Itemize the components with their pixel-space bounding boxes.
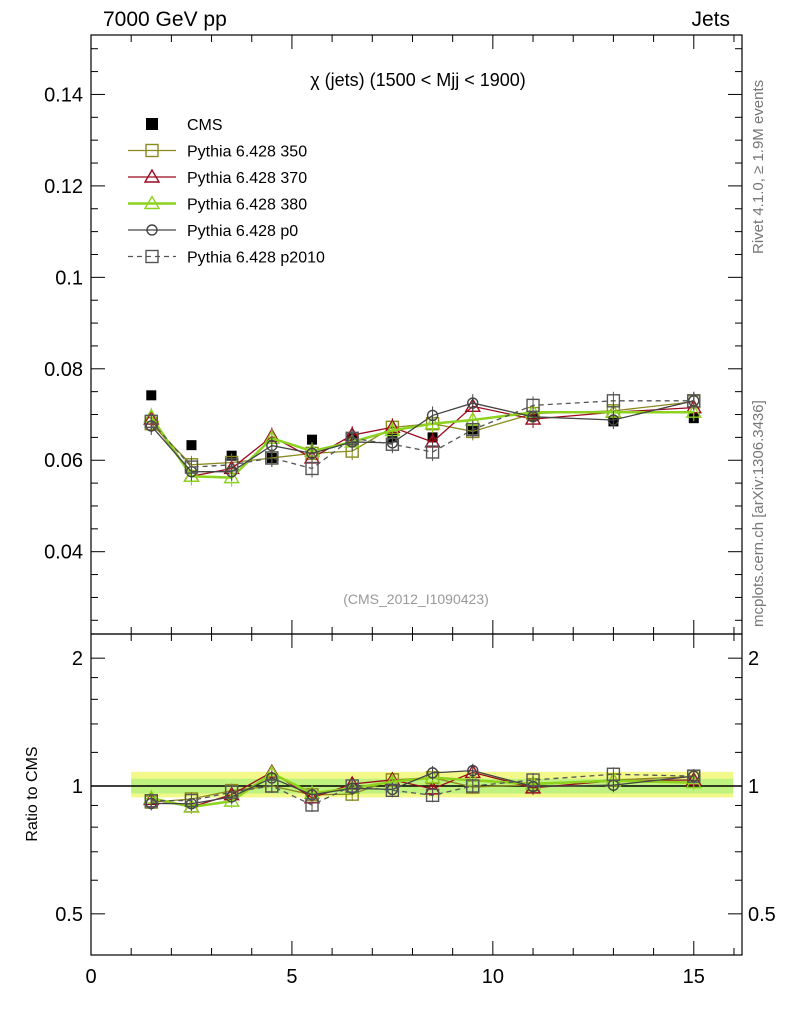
ratio-point-p2010 bbox=[345, 779, 359, 793]
process-label: Jets bbox=[691, 8, 730, 31]
series-point-p2010 bbox=[265, 451, 279, 465]
ratio-point-p2010 bbox=[265, 779, 279, 793]
ratio-point-p0 bbox=[426, 767, 439, 779]
main-ytick-label: 0.08 bbox=[44, 359, 83, 381]
ratio-ytick-label-right: 1 bbox=[748, 776, 759, 798]
energy-label: 7000 GeV pp bbox=[103, 8, 227, 31]
series-point-p0 bbox=[426, 409, 439, 422]
legend-marker-cms bbox=[146, 118, 158, 130]
series-point-p2010 bbox=[606, 394, 621, 408]
series-line-p0 bbox=[150, 400, 694, 473]
ratio-point-p2010 bbox=[466, 779, 480, 793]
ratio-point-p2010 bbox=[184, 793, 199, 808]
ratio-point-p0 bbox=[467, 764, 479, 777]
series-point-p380 bbox=[223, 469, 240, 484]
series-point-p2010 bbox=[224, 458, 239, 472]
legend-marker-p350 bbox=[145, 143, 159, 158]
series-point-p0 bbox=[607, 414, 620, 426]
series-point-p0 bbox=[467, 397, 479, 409]
series-point-p2010 bbox=[425, 445, 440, 459]
series-point-p380 bbox=[424, 415, 441, 430]
main-ytick-label: 0.1 bbox=[55, 267, 83, 289]
ratio-axis-ticks: 0.5 0.5 1 1 2 2 0 5 10 15 bbox=[55, 634, 776, 988]
legend-label-p0: Pythia 6.428 p0 bbox=[187, 223, 298, 240]
ratio-point-p2010 bbox=[606, 767, 621, 781]
ratio-frame-box bbox=[90, 633, 743, 956]
analysis-watermark: (CMS_2012_I1090423) bbox=[343, 591, 489, 607]
ratio-panel-frame bbox=[90, 633, 743, 956]
ratio-ytick-label: 2 bbox=[72, 648, 83, 670]
xtick-label: 10 bbox=[482, 966, 504, 988]
ratio-point-p2010 bbox=[385, 783, 400, 798]
cms-point bbox=[186, 440, 197, 451]
series-point-p380 bbox=[685, 403, 702, 418]
legend-label-cms: CMS bbox=[187, 117, 223, 134]
series-point-p2010 bbox=[687, 394, 701, 408]
legend-marker-p2010 bbox=[145, 249, 159, 264]
series-point-p2010 bbox=[466, 422, 480, 437]
xtick-label: 15 bbox=[683, 966, 705, 988]
xtick-label: 0 bbox=[85, 966, 96, 988]
ratio-ytick-label-right: 2 bbox=[748, 648, 759, 670]
series-point-p2010 bbox=[526, 398, 540, 413]
series-point-p0 bbox=[306, 447, 318, 460]
legend-label-p370: Pythia 6.428 370 bbox=[187, 170, 307, 187]
ratio-line-p380 bbox=[151, 771, 694, 809]
ratio-point-p2010 bbox=[526, 773, 540, 787]
main-axis-ticks: 0.04 0.06 0.08 0.1 0.12 0.14 bbox=[44, 35, 742, 634]
legend-marker-p370 bbox=[143, 168, 161, 183]
main-series bbox=[143, 390, 702, 487]
legend: CMS Pythia 6.428 350 Pythia 6.428 370 Pythi… bbox=[128, 117, 325, 267]
legend-marker-p380 bbox=[143, 195, 161, 210]
ratio-ytick-label: 0.5 bbox=[55, 904, 83, 926]
legend-marker-p0 bbox=[146, 224, 158, 236]
series-point-p2010 bbox=[345, 431, 359, 445]
cms-point bbox=[307, 434, 318, 445]
ratio-point-p2010 bbox=[224, 785, 239, 799]
series-line-p380 bbox=[150, 410, 694, 479]
xtick-label: 5 bbox=[286, 966, 297, 988]
main-ytick-label: 0.04 bbox=[44, 542, 83, 564]
ratio-point-p2010 bbox=[144, 794, 158, 808]
ratio-point-p2010 bbox=[687, 769, 701, 783]
series-point-p2010 bbox=[144, 414, 158, 429]
ratio-ylabel: Ratio to CMS bbox=[24, 746, 41, 841]
main-ytick-label: 0.06 bbox=[44, 450, 83, 472]
ratio-series bbox=[143, 763, 702, 814]
legend-label-p350: Pythia 6.428 350 bbox=[187, 144, 307, 161]
legend-label-p380: Pythia 6.428 380 bbox=[187, 197, 307, 214]
legend-label-p2010: Pythia 6.428 p2010 bbox=[187, 250, 325, 267]
series-point-p2010 bbox=[184, 460, 199, 474]
cms-point bbox=[146, 390, 157, 401]
ratio-point-p2010 bbox=[425, 788, 440, 803]
main-ytick-label: 0.12 bbox=[44, 176, 83, 198]
ratio-point-p2010 bbox=[305, 798, 319, 812]
main-ytick-label: 0.14 bbox=[44, 84, 83, 106]
series-point-p2010 bbox=[385, 437, 400, 451]
series-point-p2010 bbox=[305, 461, 319, 476]
chart-title: χ (jets) (1500 < Mjj < 1900) bbox=[310, 70, 526, 90]
ratio-ytick-label-right: 0.5 bbox=[748, 904, 776, 926]
ratio-ytick-label: 1 bbox=[72, 776, 83, 798]
